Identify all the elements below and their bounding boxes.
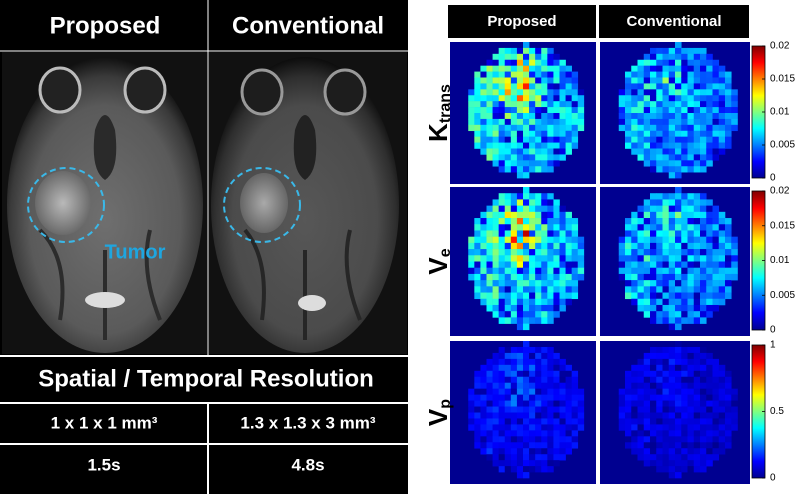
parameter-map: [450, 187, 596, 336]
row-label: Ve: [423, 248, 454, 274]
row-label-sub: trans: [437, 84, 454, 123]
table-cell: 4.8s: [291, 455, 324, 474]
colorbar-tick-label: 1: [770, 340, 776, 351]
column-header: Conventional: [626, 13, 721, 30]
parameter-map: [600, 42, 750, 184]
row-label-sub: p: [437, 399, 454, 409]
colorbar-tick-label: 0: [770, 473, 776, 484]
colorbar: 0 0.005 0.01 0.015 0.02: [751, 186, 795, 336]
row-label-main: K: [423, 123, 453, 142]
parameter-map: [600, 187, 750, 336]
row-label: Vp: [423, 399, 454, 426]
colorbar-tick-label: 0: [770, 325, 776, 336]
colorbar-tick-label: 0.02: [770, 186, 790, 197]
mri-proposed: [2, 52, 207, 354]
colorbar-tick-label: 0.5: [770, 406, 784, 417]
parameter-map: [450, 42, 596, 184]
colorbar-tick-label: 0.01: [770, 255, 790, 266]
header-cell: [448, 5, 596, 38]
parameter-map: [600, 341, 750, 484]
column-header: Proposed: [50, 12, 161, 39]
row-label-main: V: [423, 408, 453, 426]
colorbar: 00.51: [751, 340, 784, 484]
mri-conventional: [209, 52, 407, 354]
colorbar-tick-label: 0.015: [770, 74, 795, 85]
row-label-main: V: [423, 257, 453, 275]
colorbar-tick-label: 0: [770, 173, 776, 184]
colorbar-tick-label: 0.01: [770, 107, 790, 118]
colorbar-tick-label: 0.02: [770, 41, 790, 52]
table-cell: 1 x 1 x 1 mm³: [51, 413, 158, 432]
colorbar: 0 0.005 0.01 0.015 0.02: [751, 41, 795, 184]
table-cell: 1.3 x 1.3 x 3 mm³: [240, 413, 375, 432]
parameter-map: [450, 341, 596, 484]
colorbar-tick-label: 0.005: [770, 140, 795, 151]
annotation: Tumor: [105, 241, 166, 263]
table-cell: 1.5s: [87, 455, 120, 474]
header-cell: [599, 5, 749, 38]
table-title: Spatial / Temporal Resolution: [38, 365, 374, 392]
column-header: Conventional: [232, 12, 384, 39]
row-label-sub: e: [437, 248, 454, 257]
column-header: Proposed: [487, 13, 556, 30]
colorbar-tick-label: 0.005: [770, 290, 795, 301]
colorbar-tick-label: 0.015: [770, 220, 795, 231]
row-label: Ktrans: [423, 84, 454, 142]
